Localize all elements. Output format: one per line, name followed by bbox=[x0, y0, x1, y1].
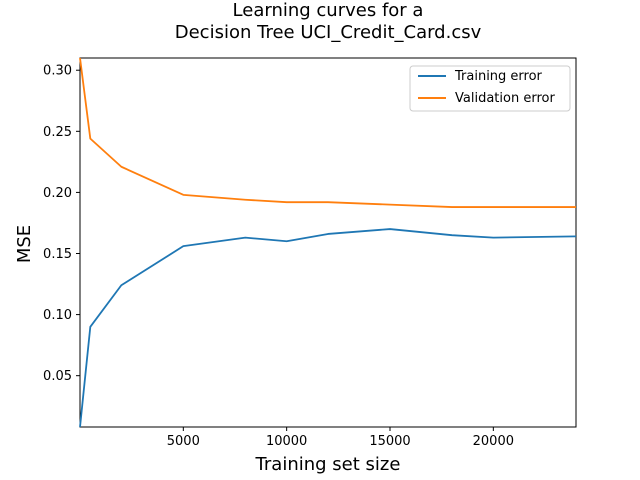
validation-error-line bbox=[79, 57, 576, 208]
y-tick-label: 0.05 bbox=[43, 369, 72, 384]
y-tick-label: 0.20 bbox=[43, 186, 72, 201]
y-tick-label: 0.10 bbox=[43, 308, 72, 323]
plot-frame bbox=[79, 57, 577, 428]
chart-title-line-2: Decision Tree UCI_Credit_Card.csv bbox=[175, 22, 482, 43]
legend-label-training: Training error bbox=[454, 69, 543, 84]
x-tick-label: 15000 bbox=[369, 434, 410, 449]
legend: Training error Validation error bbox=[409, 65, 571, 112]
y-tick-label: 0.30 bbox=[43, 64, 72, 79]
training-error-line bbox=[79, 228, 577, 428]
x-tick-label: 5000 bbox=[167, 434, 200, 449]
x-tick-label: 10000 bbox=[266, 434, 307, 449]
y-axis-ticks: 0.05 0.10 0.15 0.20 0.25 0.30 bbox=[43, 64, 80, 384]
chart-title-line-1: Learning curves for a bbox=[233, 0, 424, 21]
legend-label-validation: Validation error bbox=[455, 91, 555, 106]
y-tick-label: 0.25 bbox=[43, 125, 72, 140]
x-axis-label: Training set size bbox=[255, 454, 401, 475]
plot-area: 5000 10000 15000 20000 0.05 0.10 0.15 0.20 0.25… bbox=[43, 57, 577, 449]
series-lines bbox=[79, 57, 577, 428]
x-axis-ticks: 5000 10000 15000 20000 bbox=[167, 427, 514, 449]
x-tick-label: 20000 bbox=[473, 434, 514, 449]
y-tick-label: 0.15 bbox=[43, 247, 72, 262]
legend-box bbox=[409, 65, 571, 112]
y-axis-label: MSE bbox=[14, 225, 35, 263]
